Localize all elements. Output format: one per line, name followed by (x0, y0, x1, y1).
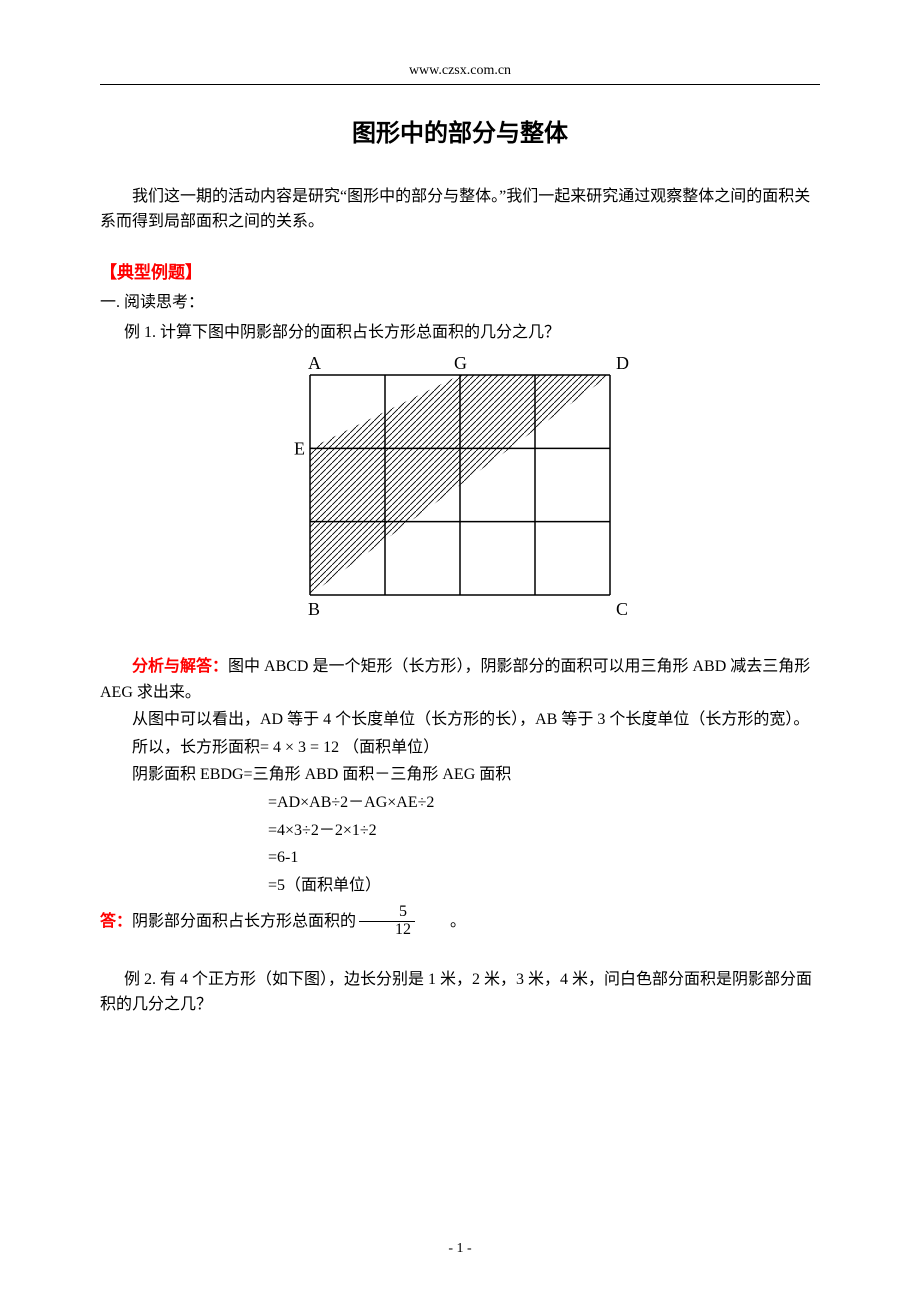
document-title: 图形中的部分与整体 (100, 115, 820, 153)
example1-label: 例 1. 计算下图中阴影部分的面积占长方形总面积的几分之几？ (100, 320, 820, 346)
calc-step: =AD×AB÷2－AG×AE÷2 (268, 790, 820, 816)
calc-step: =6-1 (268, 845, 820, 871)
example1-diagram: A G D E B C (100, 355, 820, 634)
calc-intro: 所以，长方形面积= 4 × 3 = 12 （面积单位） (100, 735, 820, 761)
example2-label: 例 2. 有 4 个正方形（如下图），边长分别是 1 米，2 米，3 米，4 米… (100, 967, 820, 1018)
fraction-numerator: 5 (359, 904, 415, 922)
svg-text:B: B (308, 599, 320, 619)
calc-line1: 阴影面积 EBDG=三角形 ABD 面积－三角形 AEG 面积 (100, 762, 820, 788)
svg-text:G: G (454, 355, 467, 373)
answer-line: 答：阴影部分面积占长方形总面积的 5 12 。 (100, 904, 820, 939)
calc-step: =4×3÷2－2×1÷2 (268, 818, 820, 844)
calc-step: =5（面积单位） (268, 873, 820, 899)
answer-text-after: 。 (418, 909, 466, 935)
fraction-denominator: 12 (359, 922, 415, 939)
analysis-label: 分析与解答： (132, 658, 228, 675)
answer-fraction: 5 12 (359, 904, 415, 939)
analysis-p2: 从图中可以看出，AD 等于 4 个长度单位（长方形的长），AB 等于 3 个长度… (100, 707, 820, 733)
calc-block: =AD×AB÷2－AG×AE÷2 =4×3÷2－2×1÷2 =6-1 =5（面积… (268, 790, 820, 898)
header-url: www.czsx.com.cn (100, 60, 820, 82)
header-rule (100, 84, 820, 85)
svg-text:C: C (616, 599, 628, 619)
intro-paragraph: 我们这一期的活动内容是研究“图形中的部分与整体。”我们一起来研究通过观察整体之间… (100, 184, 820, 235)
analysis-p1: 分析与解答：图中 ABCD 是一个矩形（长方形），阴影部分的面积可以用三角形 A… (100, 654, 820, 705)
svg-text:D: D (616, 355, 629, 373)
subsection-label: 一. 阅读思考： (100, 290, 820, 316)
svg-text:A: A (308, 355, 321, 373)
page-number: - 1 - (0, 1238, 920, 1260)
section-heading: 【典型例题】 (100, 259, 820, 286)
answer-label: 答： (100, 913, 132, 930)
svg-text:E: E (294, 439, 305, 459)
answer-text-before: 阴影部分面积占长方形总面积的 (132, 913, 356, 930)
